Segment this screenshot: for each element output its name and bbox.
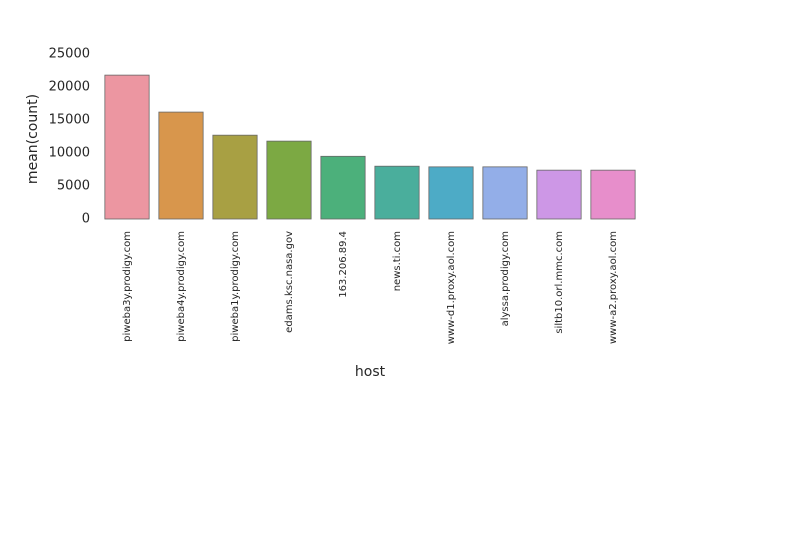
x-tick-label: piweba1y.prodigy.com — [230, 231, 241, 342]
x-tick-label: www-a2.proxy.aol.com — [608, 231, 619, 344]
y-tick-label: 20000 — [49, 80, 90, 95]
bar — [590, 169, 636, 220]
y-tick-label: 15000 — [49, 113, 90, 128]
x-tick-label: alyssa.prodigy.com — [500, 231, 511, 326]
x-tick-label: siltb10.orl.mmc.com — [554, 231, 565, 334]
y-axis-label: mean(count) — [25, 94, 41, 184]
bar — [320, 155, 366, 220]
y-tick-label: 0 — [82, 212, 90, 227]
y-tick-label: 5000 — [57, 179, 90, 194]
x-axis-label: host — [355, 364, 386, 380]
bar — [104, 74, 150, 220]
x-tick-label: piweba3y.prodigy.com — [122, 231, 133, 342]
x-tick-label: edams.ksc.nasa.gov — [284, 231, 295, 333]
y-tick-label: 25000 — [49, 47, 90, 62]
bar — [428, 166, 474, 220]
x-tick-label: www-d1.proxy.aol.com — [446, 231, 457, 344]
bar — [158, 111, 204, 220]
x-tick-label: news.ti.com — [392, 231, 403, 291]
y-tick-label: 10000 — [49, 146, 90, 161]
bar — [212, 134, 258, 220]
bar — [536, 169, 582, 220]
x-tick-label: piweba4y.prodigy.com — [176, 231, 187, 342]
x-tick-label: 163.206.89.4 — [338, 231, 349, 298]
bar — [482, 166, 528, 220]
bar — [266, 140, 312, 220]
bar — [374, 165, 420, 220]
